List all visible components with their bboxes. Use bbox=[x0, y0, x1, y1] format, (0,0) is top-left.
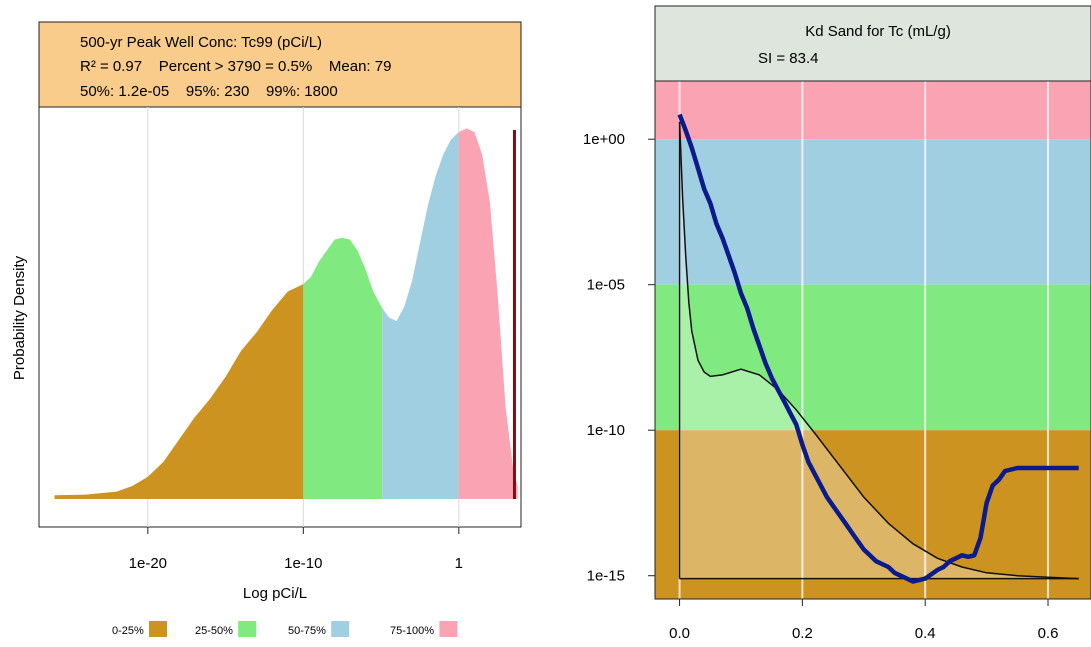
sample-curve bbox=[677, 113, 1079, 584]
density-areas bbox=[54, 128, 518, 499]
right-curves bbox=[677, 113, 1079, 584]
density-area-q3 bbox=[382, 132, 459, 499]
right-y-tick-label: 1e-05 bbox=[587, 277, 625, 294]
left-header-box bbox=[38, 21, 522, 108]
left-x-axis-label: Log pCi/L bbox=[243, 585, 307, 602]
left-x-tick-label: 1e-20 bbox=[129, 555, 167, 572]
band-75-100pct bbox=[655, 81, 1091, 140]
right-x-tick-label: 0.4 bbox=[915, 625, 936, 642]
legend-label: 75-100% bbox=[390, 625, 434, 637]
left-panel: 500-yr Peak Well Conc: Tc99 (pCi/L) R² =… bbox=[11, 21, 522, 637]
kde-curve bbox=[678, 121, 1079, 580]
legend-swatch bbox=[439, 621, 458, 637]
left-x-tick-label: 1e-10 bbox=[284, 555, 322, 572]
quantile-legend: 0-25% 25-50% 50-75% 75-100% bbox=[112, 621, 458, 637]
right-axes: 1e+00 1e-05 1e-10 1e-15 0.0 0.2 0.4 0.6 bbox=[583, 131, 1059, 642]
legend-swatch bbox=[149, 621, 167, 637]
legend-label: 50-75% bbox=[288, 625, 326, 637]
right-y-tick-label: 1e+00 bbox=[583, 131, 625, 148]
band-0-25pct bbox=[655, 430, 1091, 599]
left-y-axis-label: Probability Density bbox=[11, 255, 28, 380]
right-plot-area bbox=[654, 80, 1091, 600]
right-header-box bbox=[654, 5, 1091, 82]
right-x-tick-label: 0.6 bbox=[1038, 625, 1059, 642]
left-header-line-1: 500-yr Peak Well Conc: Tc99 (pCi/L) bbox=[80, 34, 322, 51]
left-header-line-3: 50%: 1.2e-05 95%: 230 99%: 1800 bbox=[80, 83, 338, 100]
density-area-q2 bbox=[303, 237, 383, 499]
right-x-tick-label: 0.0 bbox=[669, 625, 690, 642]
band-50-75pct bbox=[655, 139, 1091, 285]
right-title: Kd Sand for Tc (mL/g) bbox=[805, 23, 951, 40]
density-area-q1 bbox=[54, 284, 304, 499]
band-25-50pct bbox=[655, 284, 1091, 431]
right-subtitle: SI = 83.4 bbox=[758, 50, 818, 67]
right-x-tick-label: 0.2 bbox=[792, 625, 813, 642]
legend-swatch bbox=[238, 621, 257, 637]
left-header-line-2: R² = 0.97 Percent > 3790 = 0.5% Mean: 79 bbox=[80, 58, 391, 75]
right-panel: Kd Sand for Tc (mL/g) SI = 83.4 1e+00 1e-… bbox=[583, 5, 1091, 642]
left-x-tick-label: 1 bbox=[455, 555, 463, 572]
kde-shade bbox=[679, 121, 1079, 579]
legend-swatch bbox=[331, 621, 350, 637]
left-x-axis: 1e-20 1e-10 1 bbox=[129, 527, 463, 572]
legend-label: 25-50% bbox=[195, 625, 233, 637]
right-y-tick-label: 1e-10 bbox=[587, 422, 625, 439]
density-area-q4 bbox=[458, 128, 518, 499]
legend-label: 0-25% bbox=[112, 625, 144, 637]
right-bands bbox=[655, 81, 1091, 599]
right-y-tick-label: 1e-15 bbox=[587, 568, 625, 585]
